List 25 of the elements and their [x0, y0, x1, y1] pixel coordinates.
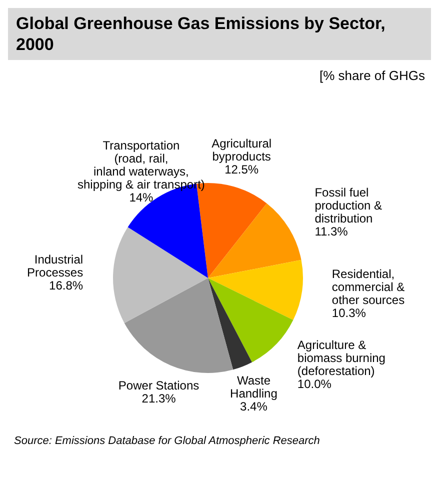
data-label: 11.3%	[314, 224, 348, 239]
pie-slice	[208, 278, 294, 362]
data-label: 21.3%	[142, 392, 176, 406]
slice-label: Residential, commercial & other sources	[332, 267, 405, 308]
slice-label: Power Stations	[118, 378, 200, 393]
chart-subtitle: [% share of GHGs	[318, 67, 426, 83]
data-label: 16.8%	[49, 278, 84, 293]
data-label: 12.5%	[224, 162, 259, 177]
data-label: 14%	[129, 190, 154, 205]
pie-slice	[208, 278, 252, 370]
chart-title: Global Greenhouse Gas Emissions by Sector, 2000	[8, 8, 431, 60]
pie-slice	[124, 278, 234, 373]
data-label: 3.4%	[240, 400, 268, 414]
slice-label: Agricultural byproducts	[212, 136, 272, 164]
slice-label: Agriculture & biomass burning (deforestation)	[297, 338, 386, 378]
data-label: 10.3%	[332, 306, 366, 320]
source-note: Source: Emissions Database for Global Atmospheric Research	[13, 434, 321, 449]
slice-label: Transportation (road, rail, inland waterways, shipping & air transport)	[78, 138, 205, 192]
slice-label: Industrial Processes	[27, 252, 84, 280]
slice-label: Waste Handling	[230, 374, 278, 401]
data-label: 10.0%	[297, 377, 332, 392]
pie-slice	[208, 260, 303, 320]
slice-label: Fossil fuel production & distribution	[314, 186, 382, 226]
pie-slice	[113, 227, 208, 324]
pie-slice	[208, 203, 302, 278]
